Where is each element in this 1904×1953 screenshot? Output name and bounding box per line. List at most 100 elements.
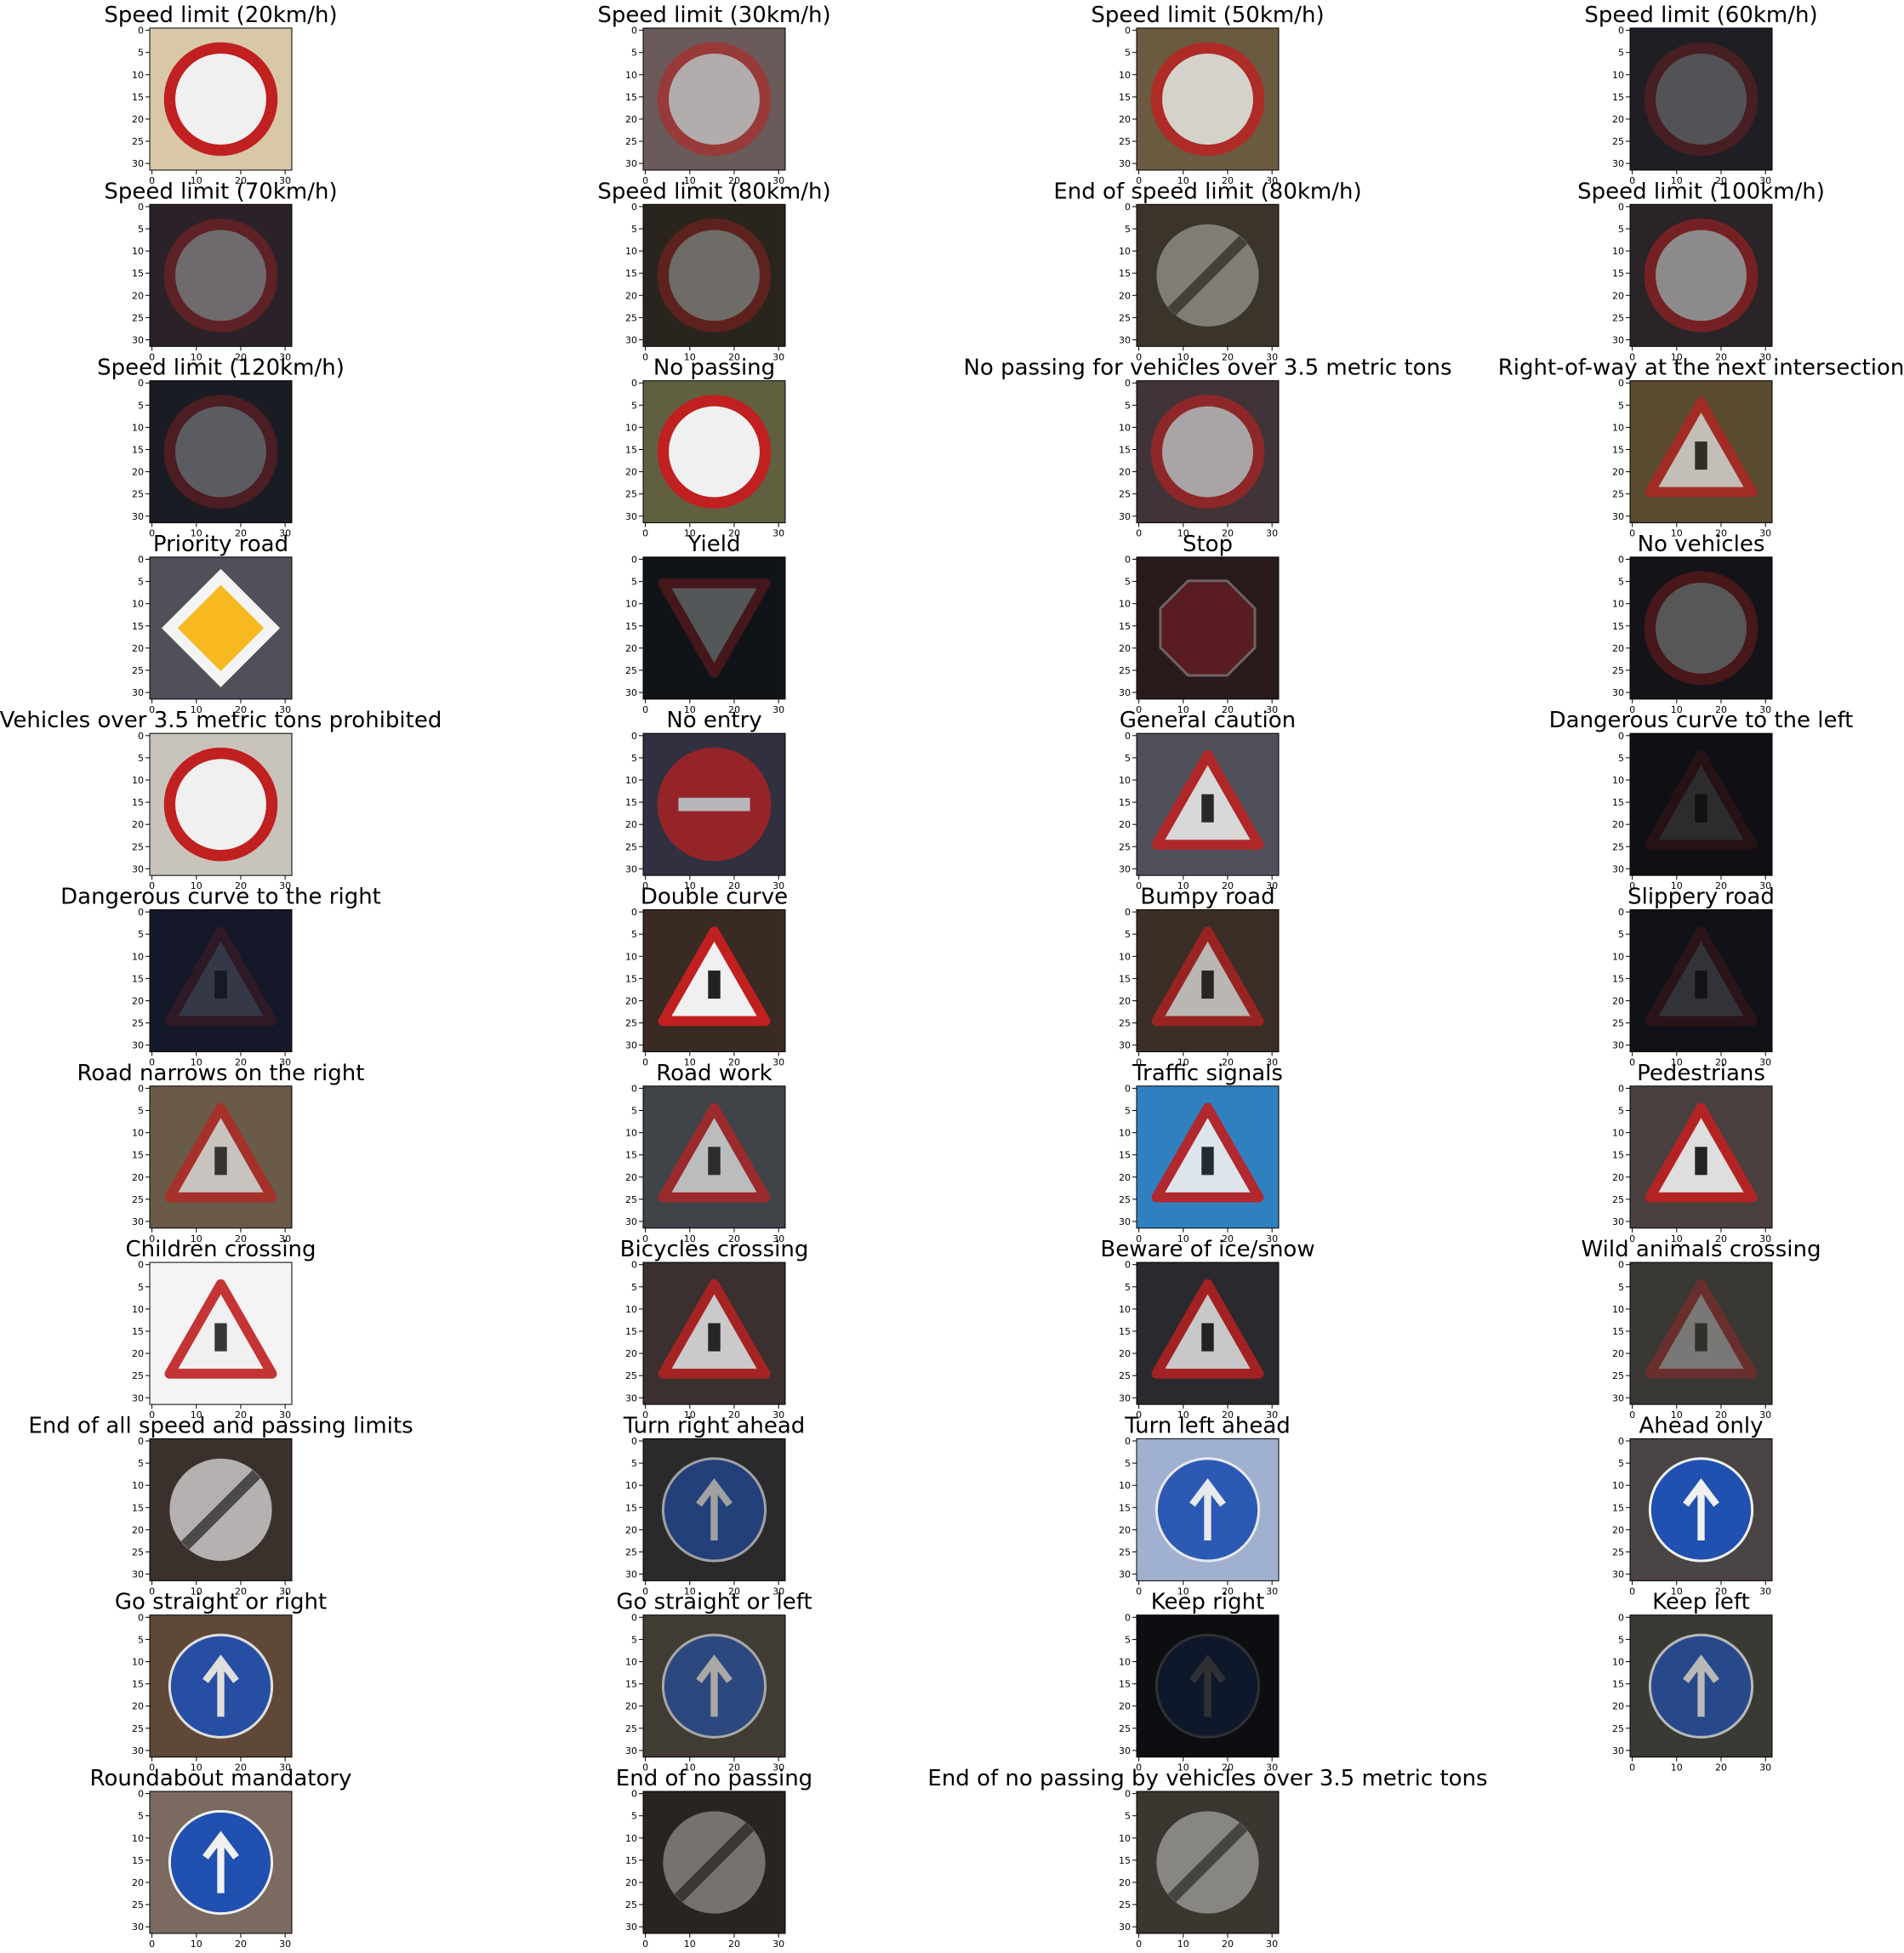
y-tick-label: 30 <box>1612 511 1624 522</box>
subplot-title: End of all speed and passing limits <box>28 1413 413 1438</box>
x-tick-label: 30 <box>1759 175 1771 186</box>
y-tick-label: 5 <box>1125 1282 1131 1293</box>
x-tick-label: 30 <box>1759 704 1771 715</box>
x-tick-label: 30 <box>1759 528 1771 539</box>
sign-disc <box>663 1811 766 1914</box>
axes-frame <box>1136 1438 1280 1581</box>
subplot-title: Speed limit (100km/h) <box>1577 179 1825 204</box>
y-tick-label: 30 <box>1119 1922 1131 1933</box>
subplot-title: Speed limit (30km/h) <box>597 3 830 28</box>
y-tick-label: 10 <box>1119 1833 1131 1844</box>
y-tick-label: 5 <box>631 1282 637 1293</box>
y-tick-label: 30 <box>1119 863 1131 874</box>
y-tick-label: 15 <box>132 268 144 279</box>
sign-symbol <box>1695 794 1707 823</box>
y-tick-label: 25 <box>1119 665 1131 676</box>
y-tick-label: 10 <box>1119 599 1131 610</box>
y-tick-label: 15 <box>132 797 144 808</box>
y-tick-label: 5 <box>1125 1458 1131 1469</box>
y-tick-label: 20 <box>625 114 637 125</box>
sign-slash <box>180 1470 261 1550</box>
subplot: Yield 0 10 20 30 0 5 10 15 20 25 30 <box>625 532 786 715</box>
y-tick-label: 15 <box>625 621 637 632</box>
y-tick-label: 10 <box>1612 775 1624 786</box>
x-tick-label: 0 <box>642 175 648 186</box>
image-background <box>1630 1262 1772 1405</box>
x-tick-label: 30 <box>772 1586 784 1597</box>
y-tick-label: 0 <box>1618 1612 1624 1623</box>
x-tick-label: 20 <box>1222 1762 1234 1774</box>
subplot: Right-of-way at the next intersection 0 10… <box>1498 356 1904 539</box>
y-tick-label: 20 <box>1612 467 1624 478</box>
y-tick-label: 0 <box>1125 555 1131 566</box>
subplot-title: Right-of-way at the next intersection <box>1498 356 1904 381</box>
sign <box>168 1633 274 1739</box>
axes-frame <box>1136 380 1280 524</box>
y-tick-label: 5 <box>631 1811 637 1822</box>
axes-frame <box>149 1438 293 1581</box>
x-tick-label: 20 <box>728 880 740 891</box>
y-tick-label: 10 <box>1119 1656 1131 1667</box>
y-tick-label: 5 <box>631 1634 637 1645</box>
y-tick-label: 25 <box>1612 665 1624 676</box>
y-tick-label: 20 <box>1119 995 1131 1006</box>
axes-frame <box>1136 203 1280 347</box>
y-tick-label: 30 <box>1119 511 1131 522</box>
x-tick-label: 0 <box>1629 528 1635 539</box>
subplot: No passing for vehicles over 3.5 metric … <box>963 356 1451 539</box>
axes-frame <box>1629 1614 1773 1758</box>
x-tick-label: 0 <box>1136 1762 1142 1774</box>
x-tick-label: 30 <box>772 1762 784 1774</box>
y-tick-label: 0 <box>138 1789 144 1800</box>
sign-symbol <box>708 1147 721 1176</box>
subplot-title: Turn right ahead <box>623 1413 806 1438</box>
y-tick-label: 10 <box>625 1833 637 1844</box>
y-tick-label: 5 <box>1618 1458 1624 1469</box>
subplot-title: Speed limit (70km/h) <box>104 179 337 204</box>
sign <box>1644 218 1759 333</box>
x-tick-label: 30 <box>772 351 784 362</box>
y-tick-label: 30 <box>1119 1745 1131 1757</box>
x-tick-label: 0 <box>1136 1233 1142 1244</box>
x-tick-label: 10 <box>1671 528 1683 539</box>
y-tick-label: 5 <box>1618 1634 1624 1645</box>
y-tick-label: 30 <box>132 334 144 345</box>
y-tick-label: 30 <box>1119 1216 1131 1227</box>
sign-triangle <box>1645 926 1758 1027</box>
sign-ring <box>1644 218 1759 333</box>
x-tick-label: 10 <box>1177 1409 1189 1421</box>
y-tick-label: 25 <box>1119 1194 1131 1205</box>
subplot-title: End of no passing by vehicles over 3.5 m… <box>927 1766 1487 1791</box>
y-tick-label: 15 <box>1612 1502 1624 1513</box>
sign-ring <box>1150 42 1265 157</box>
subplot: Stop 0 10 20 30 0 5 10 15 20 25 30 <box>1119 532 1280 715</box>
x-tick-label: 10 <box>684 1762 696 1774</box>
axes-frame <box>1136 1261 1280 1405</box>
x-tick-label: 10 <box>1177 175 1189 186</box>
y-tick-label: 5 <box>138 753 144 764</box>
x-tick-label: 10 <box>191 1762 202 1774</box>
y-tick-label: 25 <box>132 136 144 147</box>
y-tick-label: 10 <box>625 1128 637 1139</box>
sign-arrow <box>202 1831 239 1893</box>
y-tick-label: 30 <box>1612 1569 1624 1580</box>
y-tick-label: 20 <box>1119 643 1131 654</box>
x-tick-label: 30 <box>1266 351 1278 362</box>
y-tick-label: 15 <box>625 1150 637 1161</box>
subplot-title: Go straight or left <box>616 1590 812 1615</box>
y-tick-label: 0 <box>1618 1083 1624 1094</box>
subplot: Road work 0 10 20 30 0 5 10 15 20 25 30 <box>625 1061 786 1244</box>
x-tick-label: 10 <box>684 1409 696 1421</box>
y-tick-label: 15 <box>1612 621 1624 632</box>
x-tick-label: 20 <box>728 704 740 715</box>
sign <box>164 1102 277 1203</box>
x-tick-label: 10 <box>684 528 696 539</box>
x-tick-label: 0 <box>149 1762 155 1774</box>
subplot-title: Priority road <box>153 532 288 557</box>
x-tick-label: 0 <box>1136 704 1142 715</box>
y-tick-label: 5 <box>138 48 144 59</box>
x-tick-label: 10 <box>1671 351 1683 362</box>
subplot: End of no passing by vehicles over 3.5 m… <box>927 1766 1487 1950</box>
sign-slash <box>1167 235 1248 316</box>
axes-frame <box>642 732 786 876</box>
